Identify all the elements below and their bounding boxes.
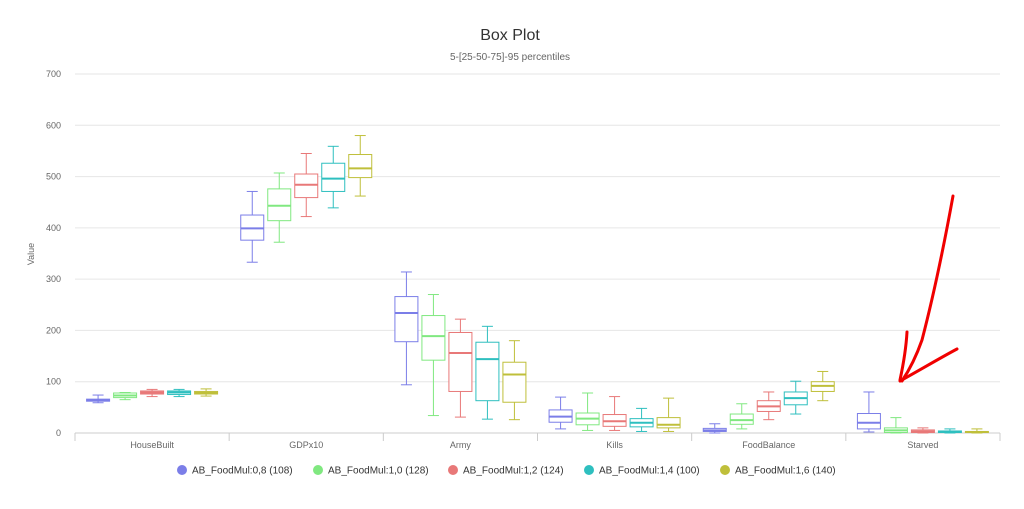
- red-arrow-head-right: [898, 347, 959, 383]
- y-tick-label: 200: [46, 325, 61, 335]
- box-plot-box[interactable]: [502, 340, 527, 421]
- box-plot-box[interactable]: [937, 428, 962, 434]
- box-plot-box[interactable]: [448, 318, 473, 418]
- box-plot-series: [86, 135, 989, 434]
- box-plot-box[interactable]: [348, 135, 373, 197]
- box-plot-box[interactable]: [575, 392, 600, 431]
- y-tick-label: 300: [46, 274, 61, 284]
- box-iqr: [394, 296, 419, 343]
- box-plot-box[interactable]: [964, 428, 989, 434]
- x-tick-label: HouseBuilt: [130, 440, 174, 450]
- y-tick-label: 0: [56, 428, 61, 438]
- box-iqr: [421, 315, 446, 361]
- box-iqr: [321, 162, 346, 192]
- box-iqr: [348, 154, 373, 179]
- legend-item[interactable]: AB_FoodMul:1,6 (140): [720, 465, 836, 477]
- box-plot-box[interactable]: [729, 403, 754, 430]
- legend-label: AB_FoodMul:1,0 (128): [328, 466, 429, 477]
- y-axis-ticks: 0 100 200 300 400 500 600 700: [46, 69, 61, 438]
- box-plot-box[interactable]: [656, 397, 681, 432]
- box-plot-box[interactable]: [629, 407, 654, 432]
- box-plot-box[interactable]: [421, 294, 446, 417]
- chart-subtitle: 5-[25-50-75]-95 percentiles: [450, 52, 570, 63]
- legend-label: AB_FoodMul:0,8 (108): [192, 466, 293, 477]
- legend-marker-icon: [584, 465, 594, 475]
- x-tick-label: Kills: [606, 440, 623, 450]
- series-group: [140, 152, 935, 434]
- x-tick-label: Starved: [907, 440, 938, 450]
- legend-label: AB_FoodMul:1,2 (124): [463, 466, 564, 477]
- box-plot-box[interactable]: [194, 388, 219, 397]
- chart-title: Box Plot: [480, 27, 540, 44]
- box-plot-box[interactable]: [321, 145, 346, 209]
- series-group: [167, 145, 962, 434]
- box-iqr: [475, 341, 500, 402]
- y-tick-label: 600: [46, 120, 61, 130]
- box-plot-box[interactable]: [756, 391, 781, 421]
- series-group: [113, 172, 908, 434]
- legend-item[interactable]: AB_FoodMul:1,2 (124): [448, 465, 564, 477]
- box-iqr: [448, 331, 473, 392]
- x-tick-label: FoodBalance: [742, 440, 795, 450]
- box-plot-box[interactable]: [602, 396, 627, 431]
- series-group: [194, 135, 989, 434]
- box-plot-box[interactable]: [856, 391, 881, 433]
- legend-marker-icon: [448, 465, 458, 475]
- box-plot-box[interactable]: [548, 396, 573, 430]
- legend-marker-icon: [720, 465, 730, 475]
- x-tick-label: Army: [450, 440, 471, 450]
- box-plot-box[interactable]: [910, 427, 935, 434]
- box-plot-box[interactable]: [475, 325, 500, 420]
- legend-item[interactable]: AB_FoodMul:0,8 (108): [177, 465, 293, 477]
- x-tick-label: GDPx10: [289, 440, 323, 450]
- box-plot-box[interactable]: [240, 190, 265, 263]
- legend-marker-icon: [177, 465, 187, 475]
- y-tick-label: 100: [46, 377, 61, 387]
- legend-label: AB_FoodMul:1,4 (100): [599, 466, 700, 477]
- legend-item[interactable]: AB_FoodMul:1,4 (100): [584, 465, 700, 477]
- y-axis-title: Value: [26, 243, 36, 265]
- box-iqr: [656, 417, 681, 429]
- box-iqr: [502, 361, 527, 403]
- series-group: [86, 190, 881, 434]
- y-tick-label: 700: [46, 69, 61, 79]
- box-plot-box[interactable]: [267, 172, 292, 243]
- box-plot-box[interactable]: [294, 152, 319, 218]
- legend-item[interactable]: AB_FoodMul:1,0 (128): [313, 465, 429, 477]
- box-plot-box[interactable]: [113, 391, 138, 401]
- x-axis-ticks: HouseBuilt GDPx10 Army Kills FoodBalance Star…: [74, 433, 1001, 450]
- box-plot-box[interactable]: [140, 388, 165, 398]
- box-plot-box[interactable]: [702, 423, 727, 434]
- y-tick-label: 500: [46, 172, 61, 182]
- box-plot-box[interactable]: [810, 370, 835, 402]
- red-arrow-icon: [898, 194, 959, 383]
- y-tick-label: 400: [46, 223, 61, 233]
- box-plot-box[interactable]: [86, 394, 111, 404]
- legend[interactable]: AB_FoodMul:0,8 (108) AB_FoodMul:1,0 (128)…: [177, 465, 836, 477]
- red-arrow-shaft: [900, 194, 955, 383]
- red-arrow-head-left: [898, 330, 909, 382]
- box-iqr: [729, 413, 754, 425]
- box-plot-box[interactable]: [883, 417, 908, 434]
- grid-lines: [75, 73, 1000, 434]
- box-plot-box[interactable]: [783, 380, 808, 415]
- box-plot-box[interactable]: [394, 271, 419, 386]
- legend-marker-icon: [313, 465, 323, 475]
- box-iqr: [294, 173, 319, 199]
- box-iqr: [267, 188, 292, 222]
- box-iqr: [856, 413, 881, 430]
- box-plot-box[interactable]: [167, 388, 192, 398]
- legend-label: AB_FoodMul:1,6 (140): [735, 466, 836, 477]
